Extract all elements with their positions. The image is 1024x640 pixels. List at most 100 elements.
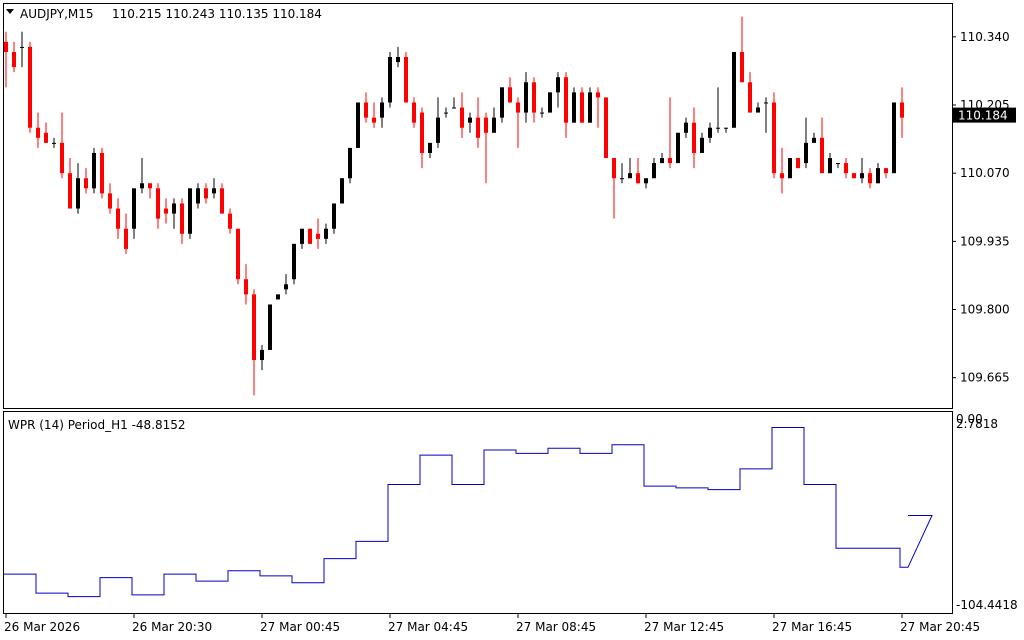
candle[interactable] <box>452 97 456 109</box>
candle[interactable] <box>380 97 384 128</box>
candle[interactable] <box>364 92 368 123</box>
candle[interactable] <box>308 228 312 244</box>
candle[interactable] <box>636 158 640 184</box>
candle[interactable] <box>612 158 616 219</box>
candle[interactable] <box>892 102 896 174</box>
candle[interactable] <box>780 147 784 194</box>
candle[interactable] <box>76 163 80 214</box>
candle[interactable] <box>812 132 816 143</box>
candle[interactable] <box>12 41 16 73</box>
candle[interactable] <box>164 198 168 224</box>
candle[interactable] <box>836 163 840 169</box>
candle[interactable] <box>652 158 656 179</box>
candle[interactable] <box>284 274 288 295</box>
candle[interactable] <box>300 228 304 249</box>
candle[interactable] <box>420 107 424 169</box>
candle[interactable] <box>44 122 48 143</box>
candle[interactable] <box>204 183 208 204</box>
candle[interactable] <box>428 142 432 159</box>
candle[interactable] <box>596 87 600 128</box>
candle[interactable] <box>876 163 880 184</box>
candle[interactable] <box>476 97 480 148</box>
candle[interactable] <box>148 183 152 199</box>
candle[interactable] <box>372 102 376 128</box>
candle[interactable] <box>84 168 88 194</box>
candle[interactable] <box>724 127 728 133</box>
candle[interactable] <box>188 188 192 239</box>
candle[interactable] <box>804 117 808 169</box>
candle[interactable] <box>172 198 176 229</box>
candle[interactable] <box>292 243 296 285</box>
candle[interactable] <box>124 213 128 254</box>
candle[interactable] <box>524 72 528 123</box>
candle[interactable] <box>388 51 392 108</box>
candle[interactable] <box>92 147 96 194</box>
candle[interactable] <box>732 51 736 128</box>
candle[interactable] <box>604 97 608 159</box>
candle[interactable] <box>484 112 488 184</box>
candle[interactable] <box>68 158 72 209</box>
candle[interactable] <box>516 97 520 148</box>
candle[interactable] <box>52 137 56 148</box>
candle[interactable] <box>684 117 688 138</box>
candle[interactable] <box>196 183 200 209</box>
wpr-line-group[interactable] <box>4 427 933 598</box>
candle[interactable] <box>396 46 400 68</box>
candle[interactable] <box>404 51 408 103</box>
candle[interactable] <box>900 87 904 138</box>
candle[interactable] <box>140 158 144 194</box>
candle[interactable] <box>28 41 32 133</box>
candle[interactable] <box>620 163 624 184</box>
candle[interactable] <box>548 92 552 113</box>
candle[interactable] <box>764 97 768 133</box>
candle[interactable] <box>788 158 792 179</box>
candle[interactable] <box>268 304 272 350</box>
candle[interactable] <box>852 173 856 179</box>
candle[interactable] <box>60 112 64 179</box>
candle[interactable] <box>468 112 472 133</box>
candles-group[interactable] <box>4 16 904 396</box>
candle[interactable] <box>132 188 136 239</box>
candle[interactable] <box>796 158 800 169</box>
candle[interactable] <box>508 77 512 103</box>
candle[interactable] <box>556 72 560 108</box>
candle[interactable] <box>700 132 704 153</box>
candle[interactable] <box>716 87 720 133</box>
candle[interactable] <box>252 289 256 396</box>
candle[interactable] <box>36 112 40 148</box>
candle[interactable] <box>412 97 416 128</box>
candle[interactable] <box>228 208 232 234</box>
candle[interactable] <box>116 198 120 239</box>
candle[interactable] <box>324 223 328 244</box>
candle[interactable] <box>884 168 888 179</box>
candle[interactable] <box>244 264 248 305</box>
candle[interactable] <box>460 92 464 138</box>
candle[interactable] <box>108 183 112 214</box>
candle[interactable] <box>4 31 8 88</box>
candle[interactable] <box>348 147 352 184</box>
candle[interactable] <box>212 178 216 199</box>
candle[interactable] <box>316 218 320 249</box>
candle[interactable] <box>356 102 360 148</box>
candle[interactable] <box>540 107 544 118</box>
candle[interactable] <box>708 122 712 143</box>
candle[interactable] <box>660 152 664 164</box>
candle[interactable] <box>644 178 648 189</box>
candle[interactable] <box>220 183 224 214</box>
candle[interactable] <box>748 72 752 113</box>
candle[interactable] <box>844 158 848 179</box>
candle[interactable] <box>340 178 344 204</box>
candle[interactable] <box>828 152 832 174</box>
candle[interactable] <box>532 77 536 123</box>
candle[interactable] <box>180 198 184 244</box>
candle[interactable] <box>692 107 696 169</box>
dropdown-triangle-icon[interactable] <box>6 9 14 14</box>
candle[interactable] <box>868 168 872 189</box>
candle[interactable] <box>772 92 776 179</box>
candle[interactable] <box>20 31 24 68</box>
candle[interactable] <box>500 87 504 123</box>
candle[interactable] <box>100 147 104 199</box>
candle[interactable] <box>588 87 592 123</box>
candle[interactable] <box>564 72 568 138</box>
candle[interactable] <box>156 183 160 229</box>
